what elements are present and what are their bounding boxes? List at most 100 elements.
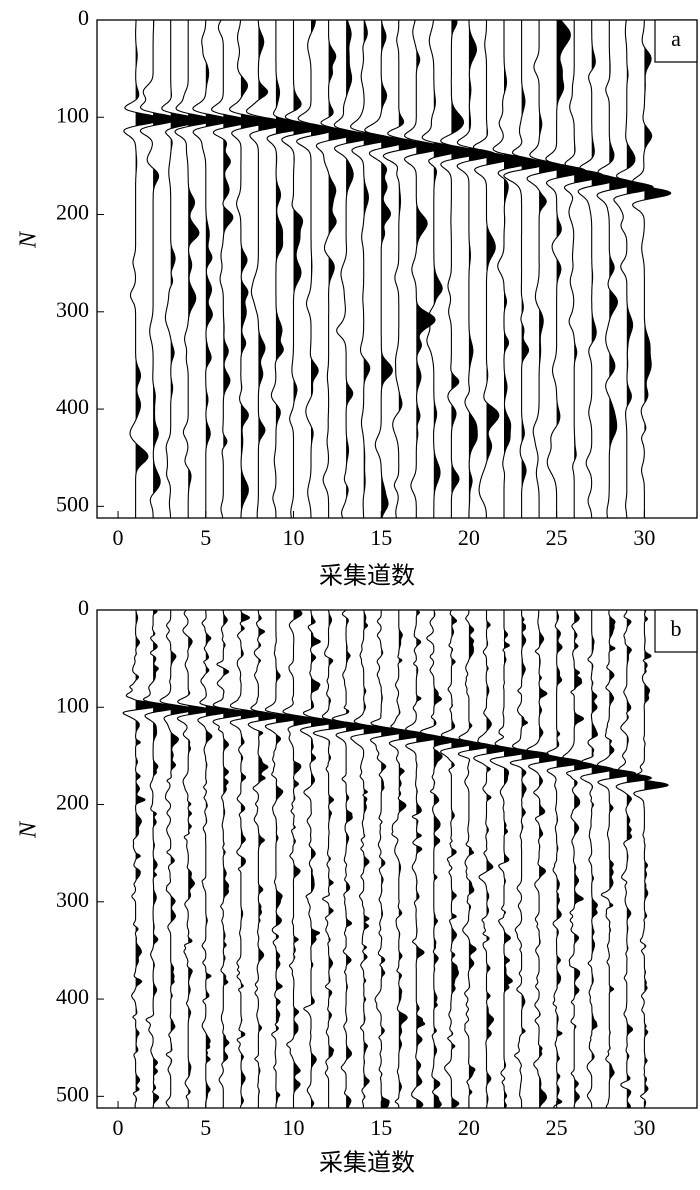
x-tick-label: 25	[546, 1115, 568, 1140]
trace-line	[545, 20, 587, 518]
trace-line	[615, 610, 652, 1108]
trace-line	[212, 610, 249, 1108]
trace-fill	[398, 20, 422, 518]
trace-line	[382, 20, 423, 518]
trace-line	[421, 20, 464, 518]
trace-line	[197, 610, 232, 1108]
trace-line	[472, 20, 513, 518]
trace-line	[247, 610, 281, 1108]
trace-line	[281, 20, 321, 518]
trace-fill	[188, 20, 214, 518]
trace-line	[161, 20, 202, 518]
trace-line	[580, 610, 614, 1108]
trace-fill	[135, 20, 162, 518]
y-tick-label: 0	[78, 5, 89, 30]
y-tick-label: 200	[56, 200, 89, 225]
trace-fill	[521, 610, 549, 1108]
trace-line	[159, 610, 196, 1108]
trace-line	[473, 610, 510, 1108]
trace-fill	[644, 20, 671, 518]
trace-line	[315, 20, 356, 518]
trace-line	[562, 610, 596, 1108]
y-tick-label: 500	[56, 491, 89, 516]
trace-fill	[398, 610, 426, 1108]
trace-line	[296, 20, 334, 518]
trace-line	[142, 610, 178, 1108]
trace-line	[370, 610, 406, 1108]
trace-line	[122, 610, 164, 1108]
y-tick-label: 300	[56, 297, 89, 322]
x-tick-label: 20	[458, 525, 480, 550]
trace-fill	[416, 610, 440, 1108]
plot-area	[122, 610, 669, 1108]
trace-fill	[258, 610, 281, 1108]
y-tick-label: 100	[56, 692, 89, 717]
trace-line	[229, 20, 271, 518]
trace-fill	[311, 610, 335, 1108]
x-tick-label: 0	[113, 1115, 124, 1140]
x-tick-label: 15	[370, 1115, 392, 1140]
trace-fill	[504, 610, 528, 1108]
trace-line	[350, 20, 391, 518]
y-tick-label: 300	[56, 887, 89, 912]
trace-line	[245, 20, 288, 518]
frame	[96, 609, 698, 1109]
trace-fill	[170, 610, 195, 1108]
trace-fill	[153, 20, 178, 518]
trace-line	[350, 610, 389, 1108]
x-axis-label: 采集道数	[319, 1150, 415, 1177]
trace-line	[176, 610, 213, 1108]
trace-line	[440, 610, 476, 1108]
trace-fill	[451, 610, 476, 1108]
trace-fill	[293, 20, 321, 518]
trace-fill	[416, 20, 443, 518]
y-tick-label: 400	[56, 984, 89, 1009]
trace-line	[489, 610, 529, 1108]
x-tick-label: 25	[546, 525, 568, 550]
trace-line	[364, 20, 407, 518]
trace-line	[174, 20, 214, 518]
x-tick-label: 0	[113, 525, 124, 550]
trace-line	[577, 20, 618, 518]
trace-fill	[346, 20, 373, 518]
trace-fill	[188, 610, 212, 1108]
trace-line	[563, 20, 605, 518]
x-tick-label: 20	[458, 1115, 480, 1140]
trace-line	[211, 20, 251, 518]
trace-line	[282, 610, 319, 1108]
trace-fill	[170, 20, 202, 518]
frame	[96, 19, 698, 519]
trace-line	[492, 20, 536, 518]
trace-line	[299, 610, 336, 1108]
trace-fill	[328, 610, 353, 1108]
trace-line	[456, 20, 496, 518]
trace-line	[331, 610, 368, 1108]
trace-line	[509, 610, 550, 1108]
x-tick-label: 30	[633, 525, 655, 550]
trace-line	[405, 610, 441, 1108]
trace-line	[596, 20, 637, 518]
trace-fill	[135, 610, 164, 1108]
panel-label: b	[671, 616, 682, 641]
trace-fill	[275, 20, 310, 518]
trace-line	[192, 20, 231, 518]
trace-line	[312, 610, 354, 1108]
trace-fill	[644, 610, 669, 1108]
trace-fill	[556, 20, 586, 518]
trace-line	[388, 610, 427, 1108]
y-axis-label: N	[16, 230, 42, 249]
trace-fill	[223, 610, 249, 1108]
trace-fill	[381, 20, 406, 518]
x-axis-label: 采集道数	[319, 563, 415, 590]
trace-line	[123, 20, 163, 518]
panel-label-box	[654, 19, 698, 63]
x-tick-label: 30	[633, 1115, 655, 1140]
y-tick-label: 100	[56, 102, 89, 127]
trace-line	[613, 20, 654, 518]
x-tick-label: 10	[282, 525, 304, 550]
trace-line	[633, 610, 669, 1108]
trace-fill	[609, 20, 636, 518]
